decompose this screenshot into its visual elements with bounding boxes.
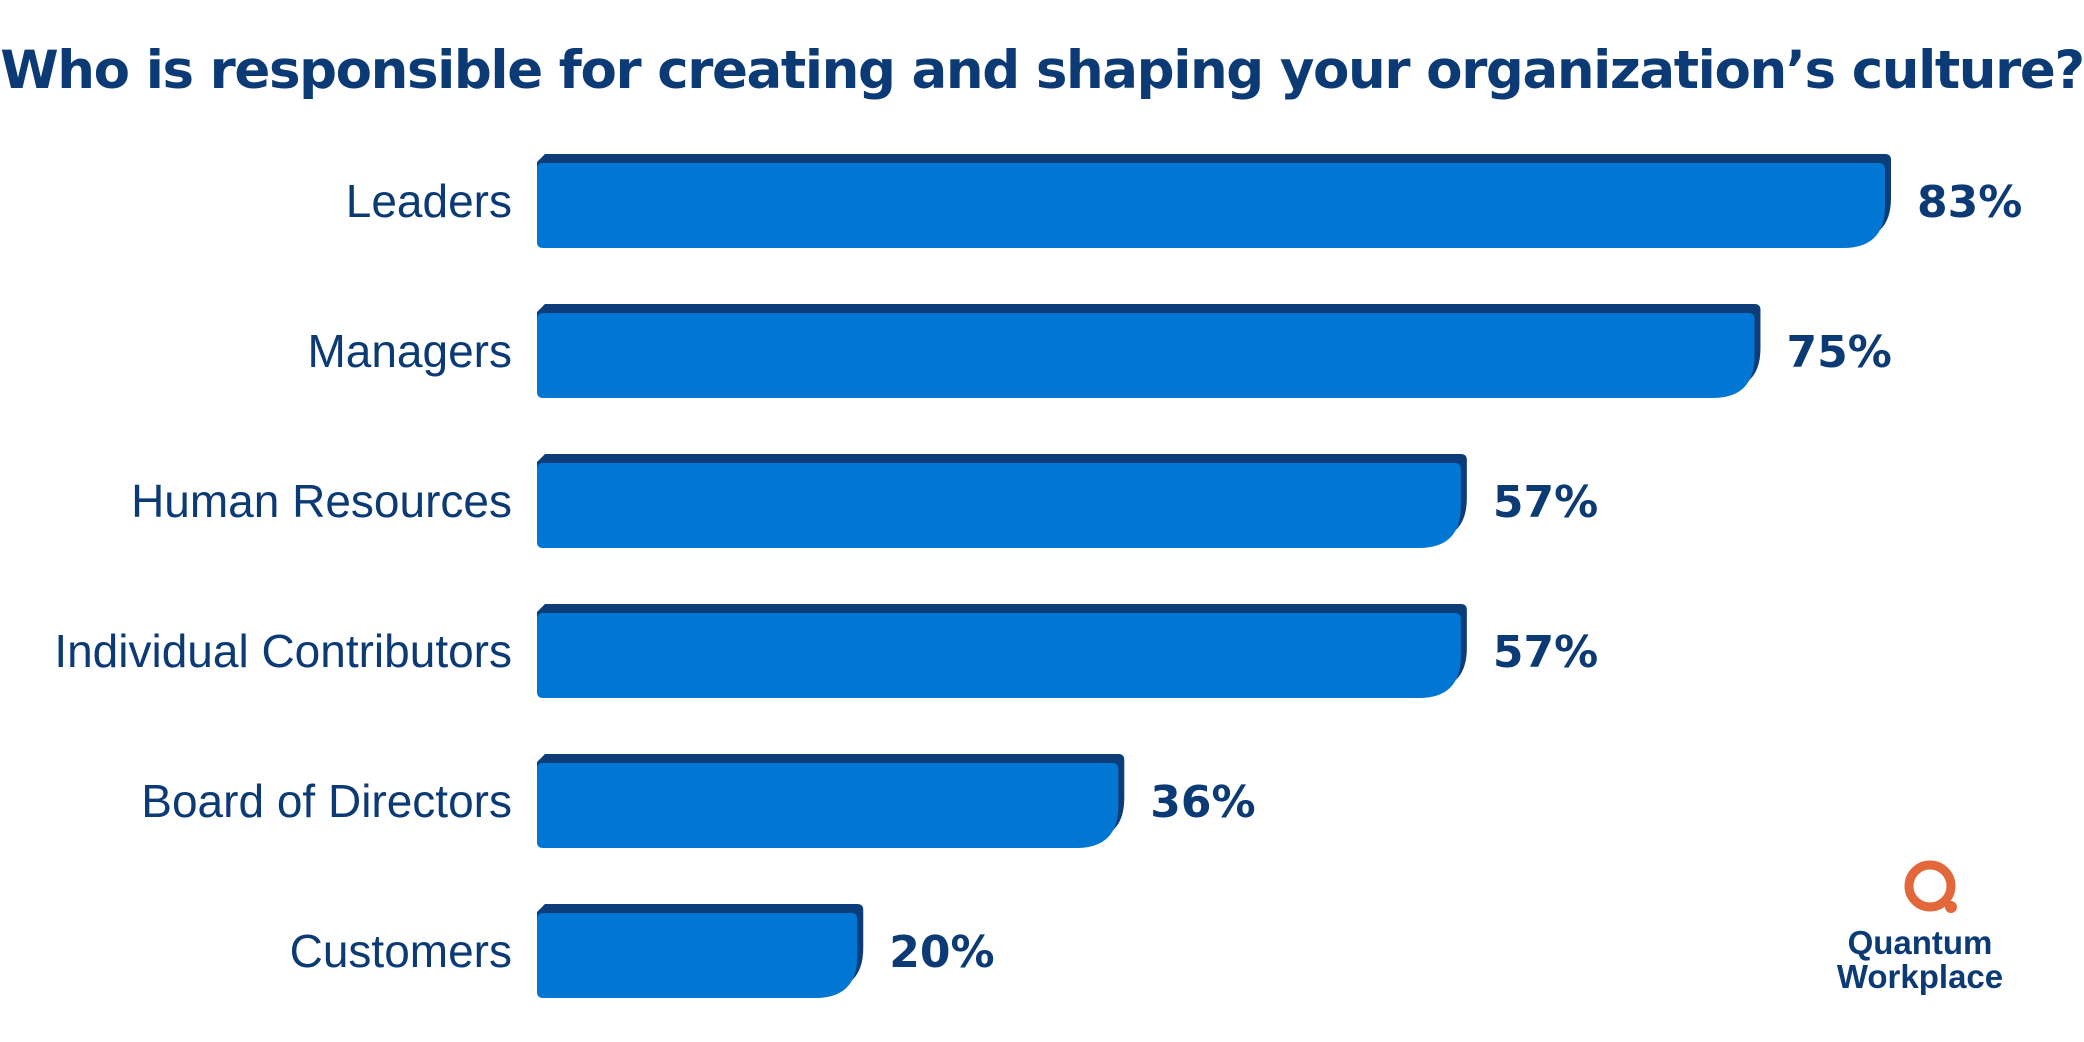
bar-group: Managers 75% <box>307 304 1892 398</box>
bar <box>537 313 1755 398</box>
quantum-workplace-logo: Quantum Workplace <box>1820 856 2020 1006</box>
bar-group: Individual Contributors 57% <box>54 604 1598 698</box>
value-label: 75% <box>1786 327 1891 378</box>
value-label: 20% <box>889 927 994 978</box>
value-label: 57% <box>1493 627 1598 678</box>
chart-title: Who is responsible for creating and shap… <box>0 40 2084 101</box>
bar-group: Customers 20% <box>290 904 995 998</box>
logo-dot <box>1945 901 1957 913</box>
logo-line-2: Workplace <box>1836 958 2004 995</box>
bar <box>537 763 1119 848</box>
bar <box>537 463 1461 548</box>
category-label: Board of Directors <box>141 775 512 827</box>
value-label: 83% <box>1917 177 2022 228</box>
logo-q-icon <box>1904 860 1957 913</box>
logo-wordmark: Quantum Workplace <box>1820 926 2020 994</box>
bar <box>537 163 1885 248</box>
bar <box>537 613 1461 698</box>
category-label: Managers <box>307 325 512 377</box>
category-label: Human Resources <box>131 475 512 527</box>
value-label: 36% <box>1150 777 1255 828</box>
bar <box>537 913 858 998</box>
value-label: 57% <box>1493 477 1598 528</box>
category-label: Leaders <box>346 175 512 227</box>
logo-ring <box>1904 860 1956 912</box>
bar-group: Human Resources 57% <box>131 454 1598 548</box>
bar-group: Leaders 83% <box>346 154 2022 248</box>
category-label: Customers <box>290 925 512 977</box>
logo-line-1: Quantum <box>1847 924 1993 961</box>
category-label: Individual Contributors <box>54 625 512 677</box>
bar-group: Board of Directors 36% <box>141 754 1256 848</box>
